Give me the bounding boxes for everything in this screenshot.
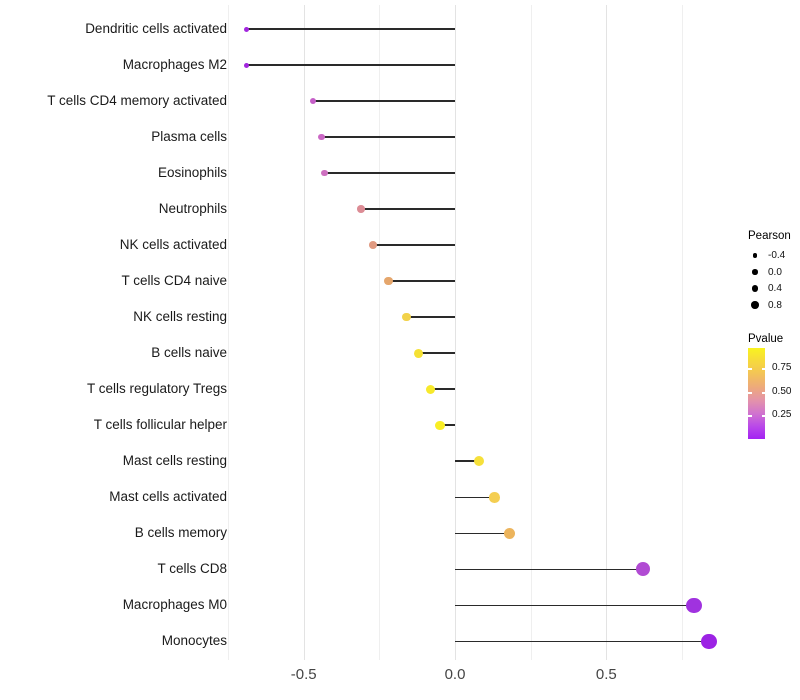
data-point [243,26,249,32]
y-axis-label: Neutrophils [158,201,227,217]
y-axis-label: T cells CD8 [157,561,227,577]
pearson-legend-entry: -0.4 [746,247,785,264]
pearson-legend-key [746,285,764,292]
pearson-legend-value: -0.4 [768,250,786,261]
y-axis-label: T cells CD4 memory activated [47,93,227,109]
pearson-legend-dot [751,285,759,292]
data-point [357,205,365,213]
gridline-minor [681,5,683,660]
pearson-legend-value: 0.4 [768,283,782,294]
y-axis-label: Plasma cells [151,129,227,145]
lollipop-stem [455,568,643,571]
pearson-legend-entry: 0.4 [746,280,782,297]
lollipop-stem [430,388,455,390]
x-axis-tick-label: 0.5 [595,666,617,683]
lollipop-stem [373,244,455,246]
data-point [369,241,378,250]
data-point [503,527,515,539]
lollipop-stem [361,208,455,210]
gridline-minor [530,5,532,660]
colorbar-label: 0.25 [772,409,792,420]
lollipop-stem [312,100,455,102]
lollipop-stem [324,172,455,174]
lollipop-stem [418,352,455,354]
colorbar-tick [761,368,765,370]
y-axis-label: Monocytes [161,633,227,649]
colorbar-tick [748,415,752,417]
data-point [435,420,445,430]
y-axis-label: Mast cells resting [122,453,227,469]
data-point [686,597,702,613]
colorbar-tick [748,392,752,394]
data-point [474,456,485,467]
lollipop-stem [455,604,695,607]
y-axis-label: B cells memory [134,525,227,541]
pearson-legend-key [746,253,764,258]
pearson-legend-dot [751,301,759,309]
pearson-legend-dot [752,253,758,258]
gridline-major [303,5,305,660]
data-point [402,312,411,322]
data-point [635,562,650,577]
y-axis-label: Macrophages M2 [122,57,227,73]
y-axis-label: NK cells resting [133,309,227,325]
y-axis-label: Eosinophils [157,165,227,181]
lollipop-stem [388,280,455,282]
lollipop-stem [246,28,455,30]
data-point [384,277,393,286]
pearson-legend-dot [752,269,758,275]
gridline-major [455,5,456,660]
data-point [414,348,424,358]
pearson-legend-key [746,301,764,309]
pearson-legend-entry: 0.8 [746,297,782,314]
pearson-legend-title: Pearson [748,230,791,242]
colorbar-tick [761,415,765,417]
y-axis-label: T cells regulatory Tregs [86,381,227,397]
pvalue-legend-title: Pvalue [748,333,784,345]
y-axis-label: NK cells activated [119,237,227,253]
pearson-legend-value: 0.0 [768,266,782,278]
y-axis-label: Macrophages M0 [122,597,227,613]
lollipop-stem [455,496,495,498]
colorbar-tick [761,392,765,394]
data-point [426,384,436,394]
pearson-legend-key [746,269,764,275]
y-axis-label: Mast cells activated [109,489,227,505]
gridline-major [606,5,608,660]
gridline-minor [228,5,230,660]
y-axis-label: B cells naive [151,345,227,361]
y-axis-label: T cells CD4 naive [121,273,227,289]
data-point [321,169,329,177]
pvalue-colorbar [748,348,765,439]
lollipop-stem [455,460,480,462]
gridline-minor [379,5,381,660]
lollipop-stem [321,136,455,138]
y-axis-label: Dendritic cells activated [85,21,227,36]
lollipop-stem [406,316,455,318]
lollipop-stem [439,424,455,426]
data-point [489,491,500,503]
colorbar-label: 0.75 [772,362,792,373]
x-axis-tick-label: 0.0 [444,666,466,683]
lollipop-stem [455,640,710,643]
plot-panel [222,5,734,660]
colorbar-tick [748,368,752,370]
pearson-legend-value: 0.8 [768,299,782,311]
data-point [243,62,249,68]
data-point [318,133,326,141]
x-axis-tick-label: -0.5 [290,666,317,683]
lollipop-stem [455,532,510,535]
data-point [309,97,317,105]
data-point [701,633,717,650]
colorbar-label: 0.50 [772,386,792,397]
y-axis-label: T cells follicular helper [93,417,227,433]
pearson-legend-entry: 0.0 [746,264,782,281]
lollipop-stem [246,64,455,66]
